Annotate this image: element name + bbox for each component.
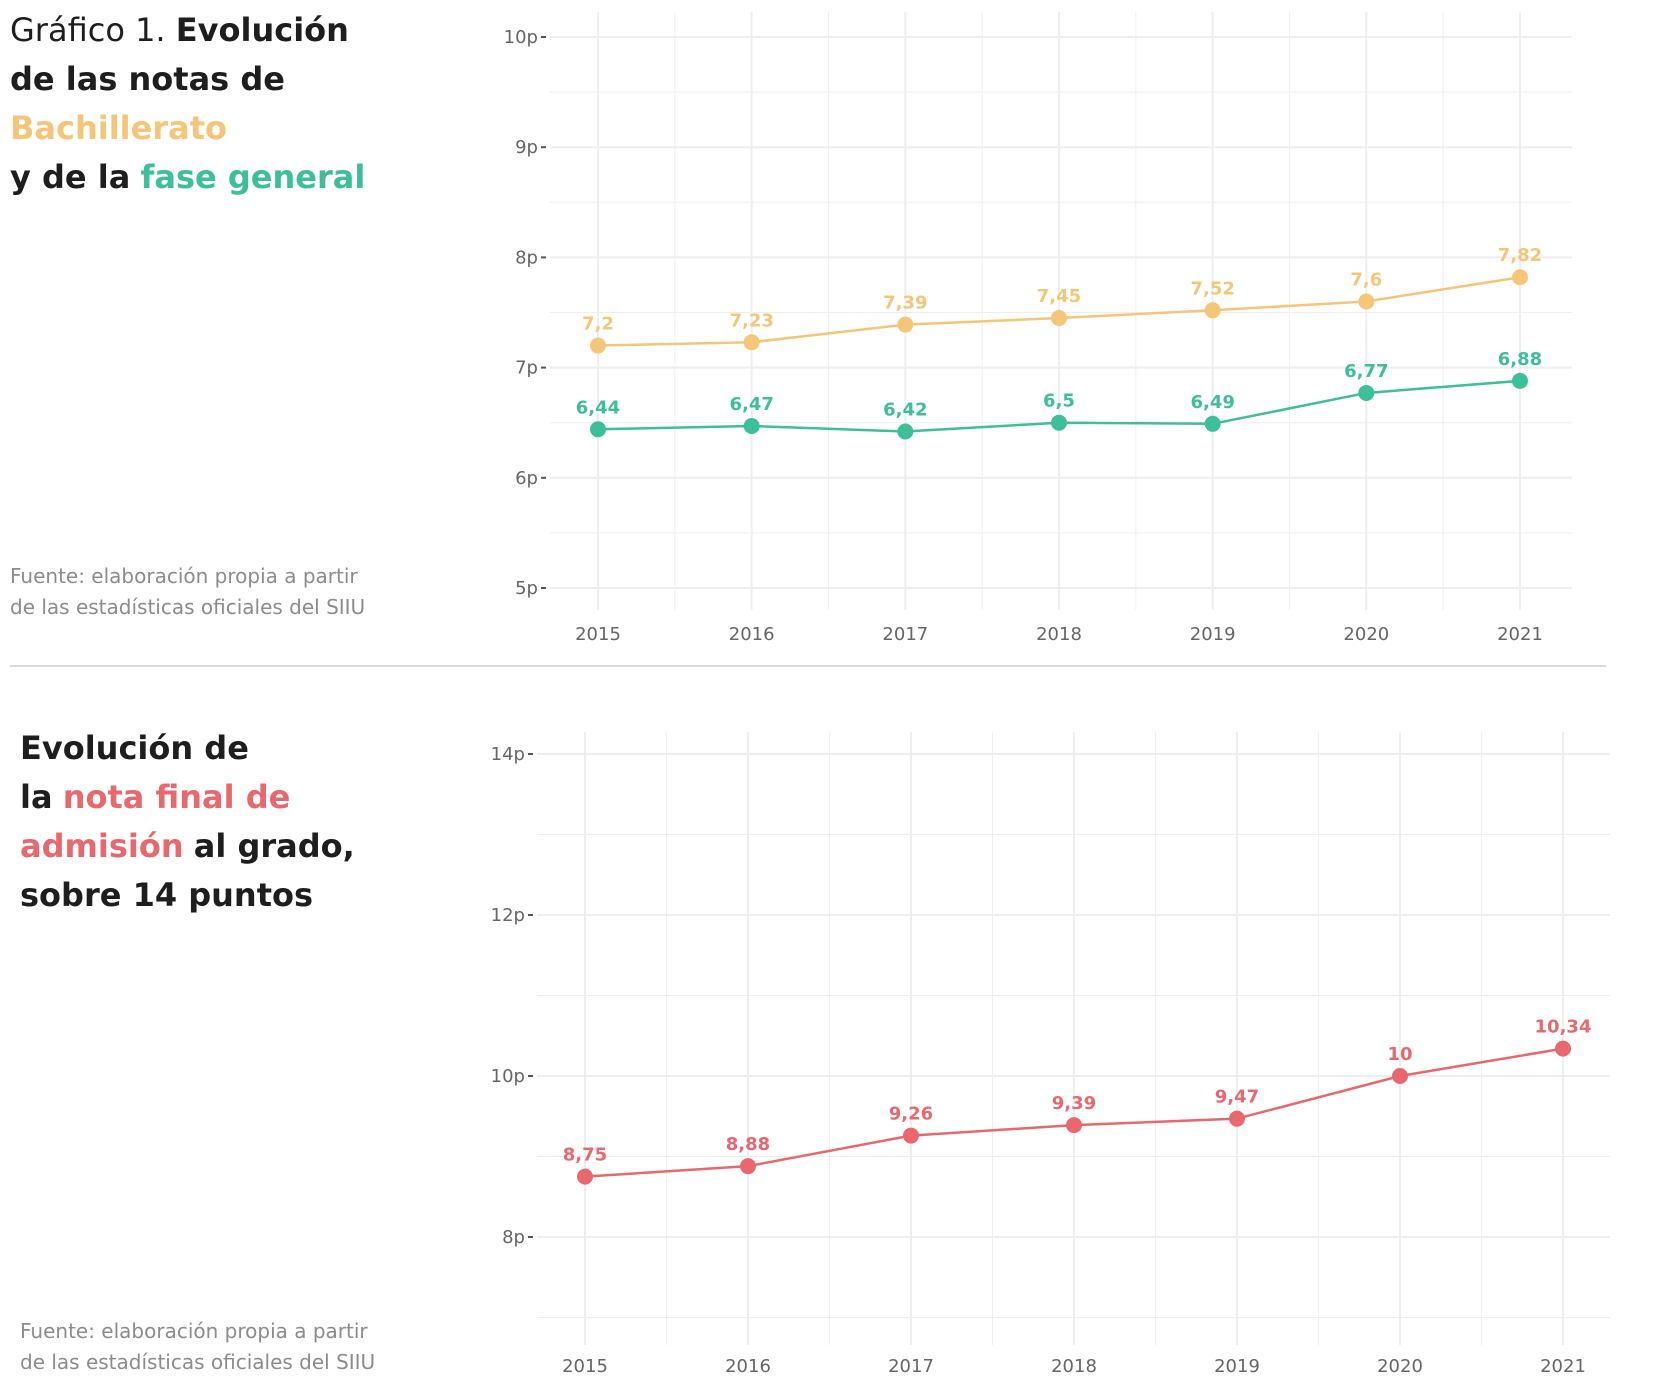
nota_final-data-label: 8,75 — [563, 1145, 607, 1166]
fase_general-data-label: 6,42 — [883, 400, 927, 421]
fase_general-point — [1358, 384, 1375, 401]
chart0-xtick-label: 2019 — [1190, 624, 1236, 645]
chart0-ytick-label: 6p — [515, 468, 538, 489]
nota_final-data-label: 9,47 — [1215, 1087, 1259, 1108]
chart2-title-line1: Evolución de — [20, 729, 249, 767]
chart2-source-line2: de las estadísticas oficiales del SIIU — [20, 1350, 376, 1374]
fase_general-data-label: 6,77 — [1344, 361, 1388, 382]
chart1-ytick-label: 10p — [491, 1066, 525, 1087]
chart2-title-line3: al grado, — [193, 827, 355, 865]
chart2-title-line4: sobre 14 puntos — [20, 876, 314, 914]
chart1-plot: 5p 6p 7p 8p 9p 10p 2015 2016 2017 2018 2019 2020 202… — [504, 12, 1572, 645]
bachillerato-data-label: 7,39 — [883, 293, 927, 314]
bachillerato-point — [590, 337, 606, 354]
chart1-ytick-label: 8p — [502, 1227, 525, 1248]
chart2-source: Fuente: elaboración propia a partir de l… — [20, 1316, 480, 1378]
chart0-xtick-label: 2020 — [1343, 624, 1389, 645]
bachillerato-data-label: 7,45 — [1037, 286, 1081, 307]
bachillerato-point — [1051, 310, 1067, 327]
chart0-xtick-label: 2015 — [575, 624, 621, 645]
chart0-ytick-label: 9p — [515, 137, 538, 158]
fase_general-point — [1512, 372, 1528, 389]
chart0-ytick-label: 5p — [515, 578, 538, 599]
chart1-title-prefix: Gráfico 1. — [10, 11, 166, 49]
chart1-xtick-label: 2015 — [562, 1356, 608, 1377]
fase_general-data-label: 6,47 — [729, 394, 773, 415]
nota_final-point — [1392, 1068, 1408, 1084]
chart1-title-line4: y de la — [10, 158, 131, 196]
chart1-source-line2: de las estadísticas oficiales del SIIU — [10, 595, 366, 619]
nota_final-point — [1555, 1040, 1571, 1057]
chart1-source: Fuente: elaboración propia a partir de l… — [10, 561, 470, 623]
bachillerato-data-label: 7,82 — [1498, 245, 1542, 266]
chart2-title-nota-final: nota final de — [62, 778, 291, 816]
nota_final-point — [903, 1127, 919, 1144]
chart0-ytick-label: 7p — [515, 358, 538, 379]
chart0-ytick-label: 8p — [515, 247, 538, 268]
chart0-ytick-label: 10p — [504, 27, 538, 48]
chart1-ytick-label: 14p — [491, 744, 525, 765]
chart1-title: Gráfico 1. Evolución de las notas de Bac… — [10, 6, 450, 202]
nota_final-point — [577, 1168, 593, 1185]
chart1-ytick-label: 12p — [491, 905, 525, 926]
chart1-title-line1: Evolución — [175, 11, 349, 49]
bachillerato-data-label: 7,23 — [729, 310, 773, 331]
bachillerato-data-label: 7,2 — [582, 314, 614, 335]
chart1-title-fase-general: fase general — [140, 158, 366, 196]
chart1-source-line1: Fuente: elaboración propia a partir — [10, 564, 358, 588]
nota_final-point — [1066, 1117, 1082, 1134]
nota_final-data-label: 10 — [1387, 1044, 1412, 1065]
fase_general-data-label: 6,49 — [1190, 392, 1234, 413]
chart1-xtick-label: 2020 — [1377, 1356, 1423, 1377]
bachillerato-point — [1358, 293, 1375, 310]
chart1-xtick-label: 2019 — [1214, 1356, 1260, 1377]
bachillerato-point — [1512, 269, 1528, 286]
bachillerato-point — [897, 316, 914, 333]
bachillerato-point — [743, 334, 760, 351]
chart1-xtick-label: 2021 — [1540, 1356, 1586, 1377]
chart1-title-line2: de las notas de — [10, 60, 285, 98]
chart0-xtick-label: 2018 — [1036, 624, 1082, 645]
chart2-title-admision: admisión — [20, 827, 184, 865]
fase_general-data-label: 6,44 — [576, 397, 620, 418]
bachillerato-data-label: 7,6 — [1350, 269, 1382, 290]
nota_final-data-label: 8,88 — [726, 1134, 770, 1155]
chart1-xtick-label: 2017 — [888, 1356, 934, 1377]
nota_final-point — [740, 1158, 756, 1175]
chart1-xtick-label: 2018 — [1051, 1356, 1097, 1377]
nota_final-data-label: 9,26 — [889, 1104, 933, 1125]
fase_general-point — [1204, 415, 1221, 432]
chart2-source-line1: Fuente: elaboración propia a partir — [20, 1319, 368, 1343]
fase_general-point — [1051, 414, 1067, 431]
chart2-title-line2: la — [20, 778, 53, 816]
nota_final-point — [1229, 1110, 1245, 1127]
fase_general-point — [897, 423, 914, 440]
bachillerato-data-label: 7,52 — [1190, 278, 1234, 299]
chart2-title: Evolución de la nota final de admisión a… — [20, 724, 460, 920]
nota_final-data-label: 9,39 — [1052, 1093, 1096, 1114]
chart0-xtick-label: 2016 — [729, 624, 775, 645]
fase_general-point — [743, 418, 760, 435]
nota_final-data-label: 10,34 — [1535, 1017, 1592, 1038]
bachillerato-point — [1204, 302, 1221, 319]
fase_general-data-label: 6,5 — [1043, 391, 1075, 412]
fase_general-data-label: 6,88 — [1498, 349, 1542, 370]
fase_general-point — [590, 421, 606, 438]
chart1-title-bachillerato: Bachillerato — [10, 109, 227, 147]
chart0-xtick-label: 2021 — [1497, 624, 1543, 645]
chart0-xtick-label: 2017 — [882, 624, 928, 645]
panel-divider — [10, 665, 1606, 667]
chart1-xtick-label: 2016 — [725, 1356, 771, 1377]
